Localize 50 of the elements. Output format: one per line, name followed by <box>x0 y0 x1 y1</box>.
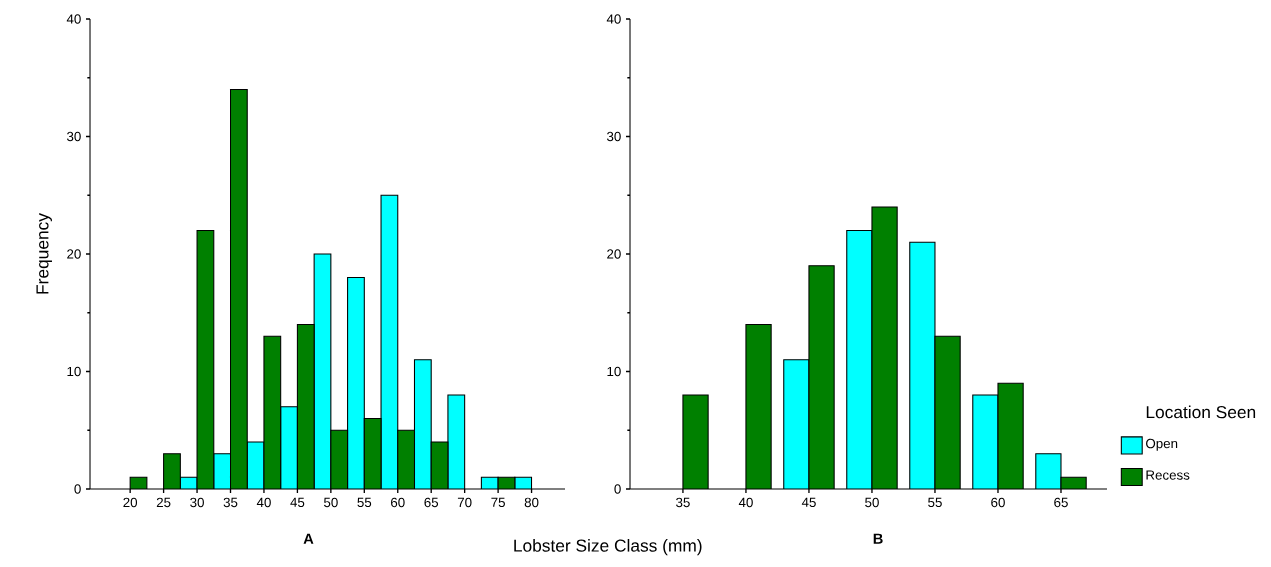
x-tick-label: 25 <box>156 497 171 508</box>
y-tick-label: 20 <box>607 249 621 259</box>
bar <box>745 324 772 489</box>
bar <box>846 230 872 489</box>
x-tick-label: 45 <box>801 497 816 507</box>
x-axis-title: Lobster Size Class (mm) <box>514 539 702 556</box>
bar <box>783 359 809 489</box>
bar <box>163 453 181 489</box>
x-tick-label: 50 <box>865 497 879 508</box>
legend-label: Recess <box>1146 470 1190 480</box>
legend-label: Open <box>1146 438 1178 451</box>
y-tick-label: 10 <box>607 366 621 377</box>
x-tick-label: 70 <box>457 497 472 508</box>
x-tick-label: 60 <box>391 497 405 508</box>
y-tick-label: 10 <box>67 366 81 377</box>
x-tick-label: 65 <box>424 497 439 508</box>
text: A <box>303 533 314 544</box>
x-tick-label: 40 <box>256 497 271 508</box>
y-tick-label: 30 <box>606 131 621 142</box>
bar <box>934 336 961 489</box>
bar <box>871 206 898 489</box>
y-tick-label: 30 <box>66 131 81 142</box>
y-tick-label: 40 <box>606 14 621 24</box>
bar <box>230 89 248 489</box>
y-tick-label: 40 <box>66 14 81 24</box>
bar <box>997 383 1024 489</box>
x-tick-label: 50 <box>323 497 338 508</box>
bar <box>397 430 415 489</box>
y-tick-label: 0 <box>614 484 621 494</box>
x-tick-label: 40 <box>738 497 753 508</box>
legend-title: Location Seen <box>1146 405 1256 419</box>
bar <box>808 265 835 489</box>
x-tick-label: 55 <box>357 497 372 507</box>
x-tick-label: 35 <box>676 497 690 508</box>
y-tick-label: 20 <box>67 249 81 259</box>
x-tick-label: 60 <box>991 497 1005 508</box>
bar <box>972 394 998 489</box>
bar <box>1035 453 1062 489</box>
x-tick-label: 65 <box>1054 497 1068 508</box>
y-axis-title: Frequency <box>36 213 52 294</box>
x-tick-label: 30 <box>190 497 204 508</box>
text: B <box>873 533 883 544</box>
x-tick-label: 20 <box>123 497 138 508</box>
bar <box>909 242 935 489</box>
y-tick-label: 0 <box>74 484 81 494</box>
x-tick-label: 35 <box>223 497 238 508</box>
x-tick-label: 55 <box>928 497 942 507</box>
x-tick-label: 45 <box>290 497 305 507</box>
x-tick-label: 80 <box>524 497 539 508</box>
x-tick-label: 75 <box>491 497 505 507</box>
